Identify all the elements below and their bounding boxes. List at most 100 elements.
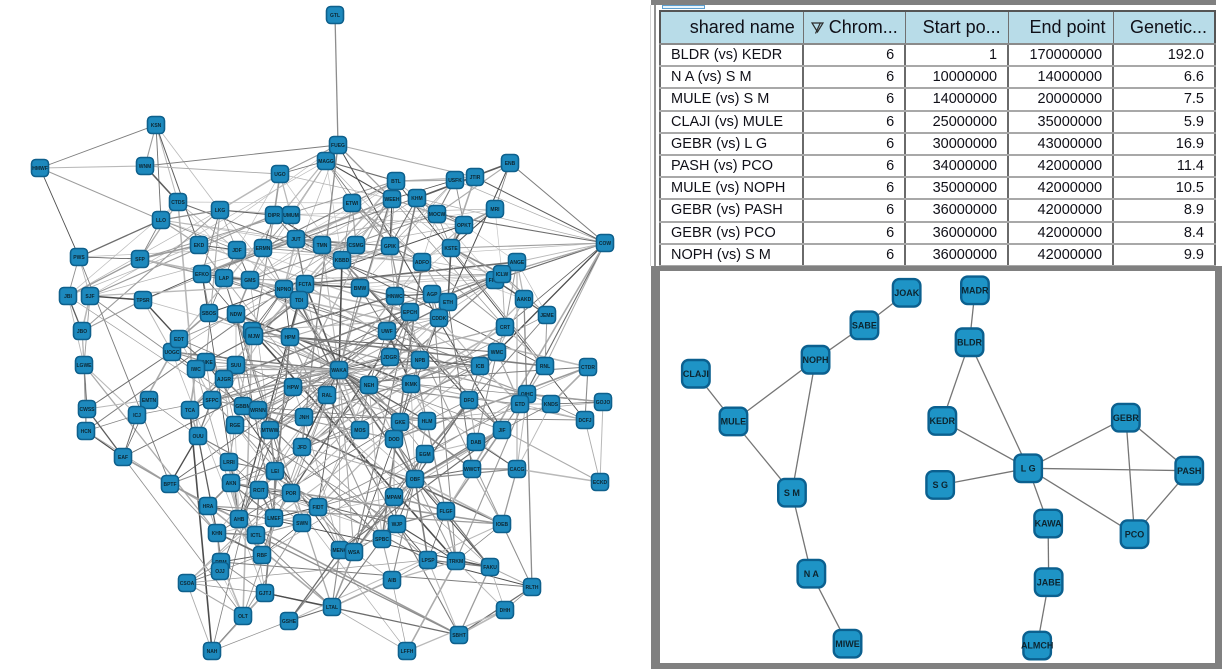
svg-text:HPM: HPM [284,335,295,341]
svg-text:MAGG: MAGG [318,159,334,165]
svg-text:BPTF: BPTF [163,482,176,488]
svg-text:WNM: WNM [139,164,152,170]
svg-text:MRI: MRI [490,207,500,213]
svg-text:TPSR: TPSR [136,298,150,304]
svg-text:ANGE: ANGE [510,260,525,266]
svg-text:NEH: NEH [364,383,375,389]
svg-text:EKD: EKD [194,243,205,249]
svg-text:FCTA: FCTA [299,282,312,288]
svg-text:COW: COW [599,241,612,247]
svg-text:JBI: JBI [64,294,72,300]
svg-text:LKG: LKG [215,208,226,214]
svg-text:WAKA: WAKA [331,368,347,374]
svg-text:ETH: ETH [443,300,453,306]
svg-text:ADFO: ADFO [415,260,429,266]
svg-text:EMTN: EMTN [142,398,157,404]
svg-text:NPB: NPB [415,358,426,364]
svg-text:UGO: UGO [274,172,286,178]
svg-text:HLM: HLM [422,419,433,425]
svg-text:WMC: WMC [491,350,504,356]
svg-text:HNWC: HNWC [387,294,403,300]
svg-text:KHN: KHN [212,531,223,537]
svg-text:WJP: WJP [392,522,404,528]
svg-text:SFP: SFP [135,257,145,263]
svg-text:CLAJI: CLAJI [683,369,709,379]
svg-text:PASH: PASH [1177,466,1201,476]
svg-text:EGM: EGM [419,452,430,458]
svg-text:S M: S M [784,488,800,498]
svg-text:MOS: MOS [354,428,366,434]
svg-text:ICJ: ICJ [133,413,141,419]
svg-text:EDT: EDT [174,337,184,343]
svg-text:ICLW: ICLW [496,272,509,278]
svg-text:LLO: LLO [156,218,166,224]
svg-text:L G: L G [1021,464,1036,474]
svg-text:BMW: BMW [354,286,367,292]
svg-text:LRRI: LRRI [223,460,235,466]
svg-text:ETWI: ETWI [346,201,359,207]
svg-text:NAH: NAH [207,649,218,655]
svg-text:HRA: HRA [203,504,214,510]
svg-text:UMUM: UMUM [283,213,299,219]
svg-text:LEI: LEI [271,469,279,475]
svg-text:JDGR: JDGR [383,355,397,361]
svg-text:AAKD: AAKD [517,297,532,303]
svg-text:KBBD: KBBD [335,258,350,264]
svg-text:JIF: JIF [498,428,505,434]
svg-text:TDI: TDI [295,298,304,304]
svg-text:ICB: ICB [476,364,485,370]
svg-text:PCO: PCO [1125,529,1145,539]
svg-text:CSMG: CSMG [349,243,364,249]
svg-text:MADR: MADR [962,286,989,296]
svg-text:RLTH: RLTH [526,585,539,591]
svg-text:RCIT: RCIT [253,488,265,494]
svg-text:ICTL: ICTL [250,533,261,539]
svg-text:LGWE: LGWE [77,363,93,369]
svg-text:ETD: ETD [515,402,525,408]
svg-text:KHM: KHM [411,196,422,202]
svg-text:GMS: GMS [244,278,256,284]
svg-text:FIDT: FIDT [312,505,323,511]
svg-text:GOJO: GOJO [596,400,611,406]
svg-text:NDW: NDW [230,312,242,318]
svg-text:GPIK: GPIK [384,244,397,250]
svg-text:DOD: DOD [388,437,400,443]
svg-text:ENB: ENB [505,161,516,167]
svg-text:RGE: RGE [230,423,242,429]
svg-text:SWN: SWN [296,521,308,527]
svg-text:JFD: JFD [297,445,307,451]
svg-text:JEME: JEME [540,313,554,319]
svg-text:JABE: JABE [1037,577,1061,587]
svg-text:OLT: OLT [238,614,248,620]
svg-text:HCN: HCN [81,429,92,435]
svg-text:OUU: OUU [192,434,204,440]
svg-text:KSTE: KSTE [444,246,458,252]
svg-text:NOPH: NOPH [802,355,828,365]
svg-text:PWS: PWS [73,255,85,261]
svg-text:RBF: RBF [257,553,267,559]
svg-text:N A: N A [804,569,820,579]
svg-text:CACG: CACG [510,467,525,473]
svg-text:NPNO: NPNO [277,287,292,293]
svg-text:IOEB: IOEB [496,522,509,528]
svg-text:KAWA: KAWA [1035,519,1063,529]
svg-text:WRNN: WRNN [250,408,266,414]
svg-text:CTDR: CTDR [581,365,595,371]
svg-text:DFO: DFO [464,398,475,404]
svg-text:ALMCH: ALMCH [1021,641,1053,651]
svg-text:SABE: SABE [852,321,877,331]
svg-text:KEDR: KEDR [930,416,956,426]
svg-text:CRT: CRT [500,325,510,331]
svg-text:AJGR: AJGR [217,377,231,383]
svg-text:MOCW: MOCW [429,212,446,218]
svg-text:MULE: MULE [721,417,747,427]
svg-text:EFKO: EFKO [195,272,209,278]
svg-text:TMN: TMN [317,243,328,249]
svg-text:HPW: HPW [287,385,299,391]
svg-text:UOGC: UOGC [165,350,180,356]
svg-text:TCA: TCA [185,408,196,414]
svg-text:WEEH: WEEH [385,197,400,203]
svg-text:S G: S G [932,480,948,490]
svg-text:CDDK: CDDK [432,316,447,322]
svg-text:GEBR: GEBR [1113,413,1140,423]
